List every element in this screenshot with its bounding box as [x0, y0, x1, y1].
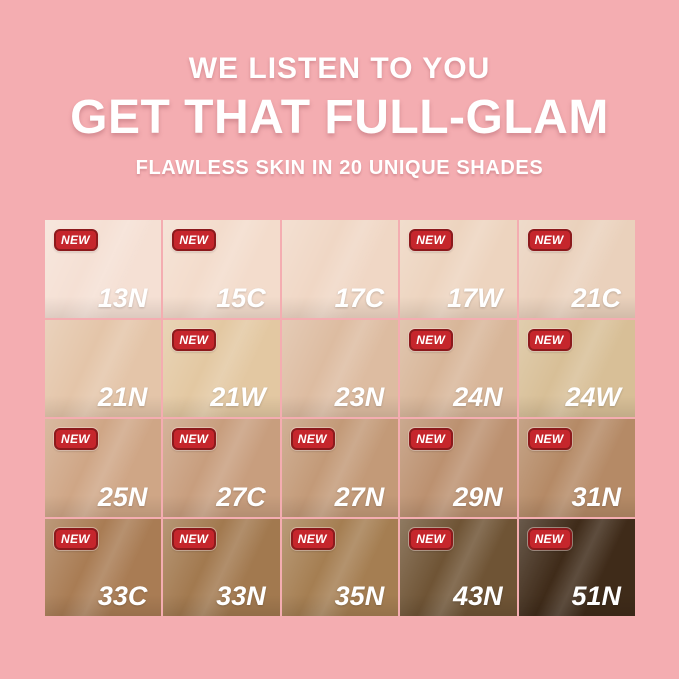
shade-swatch: NEW 15C	[163, 220, 280, 318]
shade-code-label: 23N	[334, 382, 385, 412]
header-subtitle: FLAWLESS SKIN IN 20 UNIQUE SHADES	[135, 157, 544, 179]
shade-swatch: NEW 27N	[281, 419, 399, 517]
new-badge: NEW	[54, 428, 98, 450]
shade-swatch: NEW 33N	[163, 518, 280, 616]
shade-code-label: 27N	[334, 481, 385, 512]
page-title: GET THAT FULL-GLAM	[70, 91, 609, 144]
shade-swatch: 21N	[45, 319, 162, 417]
shade-code-label: 33N	[216, 581, 266, 611]
new-badge: NEW	[54, 527, 98, 550]
shade-code-label: 51N	[571, 581, 621, 611]
shade-swatch: NEW 51N	[518, 518, 635, 616]
shade-code-label: 13N	[97, 282, 148, 313]
shade-swatch: NEW 43N	[400, 518, 517, 616]
new-badge: NEW	[54, 229, 98, 251]
shade-swatch: NEW 24W	[518, 319, 635, 417]
shade-code-label: 17W	[447, 282, 503, 313]
shade-code-label: 25N	[97, 481, 148, 512]
shade-swatch: NEW 27C	[163, 419, 280, 517]
new-badge: NEW	[409, 229, 454, 251]
new-badge: NEW	[290, 527, 335, 550]
new-badge: NEW	[527, 229, 572, 251]
new-badge: NEW	[409, 527, 454, 550]
shade-code-label: 21N	[97, 382, 148, 412]
shade-code-label: 24N	[453, 382, 503, 412]
shade-swatch: NEW 35N	[281, 518, 399, 616]
shade-swatch: NEW 31N	[518, 419, 635, 517]
header-tagline: WE LISTEN TO YOU	[188, 52, 491, 85]
new-badge: NEW	[290, 428, 335, 450]
shade-code-label: 21C	[571, 282, 621, 313]
shade-swatch: NEW 24N	[400, 319, 517, 417]
shade-code-label: 35N	[334, 581, 385, 611]
new-badge: NEW	[172, 527, 217, 550]
shade-swatch: NEW 17W	[400, 220, 517, 318]
new-badge: NEW	[172, 229, 217, 251]
shade-code-label: 17C	[334, 282, 385, 313]
shade-code-label: 33C	[97, 581, 148, 611]
shade-code-label: 21W	[210, 382, 266, 412]
shade-swatch: NEW 33C	[45, 518, 162, 616]
shade-code-label: 43N	[453, 581, 503, 611]
shade-swatch: 17C	[281, 220, 399, 318]
shade-swatch: NEW 21W	[163, 319, 280, 417]
shade-code-label: 27C	[216, 481, 266, 512]
shade-swatch: NEW 29N	[400, 419, 517, 517]
new-badge: NEW	[172, 428, 217, 450]
shade-swatch: NEW 25N	[45, 419, 162, 517]
shade-grid: NEW 13N NEW 15C 17C NEW 17W NEW 21C 21N NEW 21W 23N N…	[45, 220, 635, 616]
shade-swatch: NEW 21C	[518, 220, 635, 318]
new-badge: NEW	[409, 428, 454, 450]
shade-code-label: 29N	[453, 481, 503, 512]
new-badge: NEW	[409, 328, 454, 351]
shade-code-label: 31N	[571, 481, 621, 512]
new-badge: NEW	[527, 328, 572, 351]
new-badge: NEW	[527, 428, 572, 450]
new-badge: NEW	[527, 527, 572, 550]
shade-swatch: 23N	[281, 319, 399, 417]
new-badge: NEW	[172, 328, 217, 351]
shade-swatch: NEW 13N	[45, 220, 162, 318]
shade-code-label: 15C	[216, 282, 266, 313]
shade-code-label: 24W	[565, 382, 621, 412]
